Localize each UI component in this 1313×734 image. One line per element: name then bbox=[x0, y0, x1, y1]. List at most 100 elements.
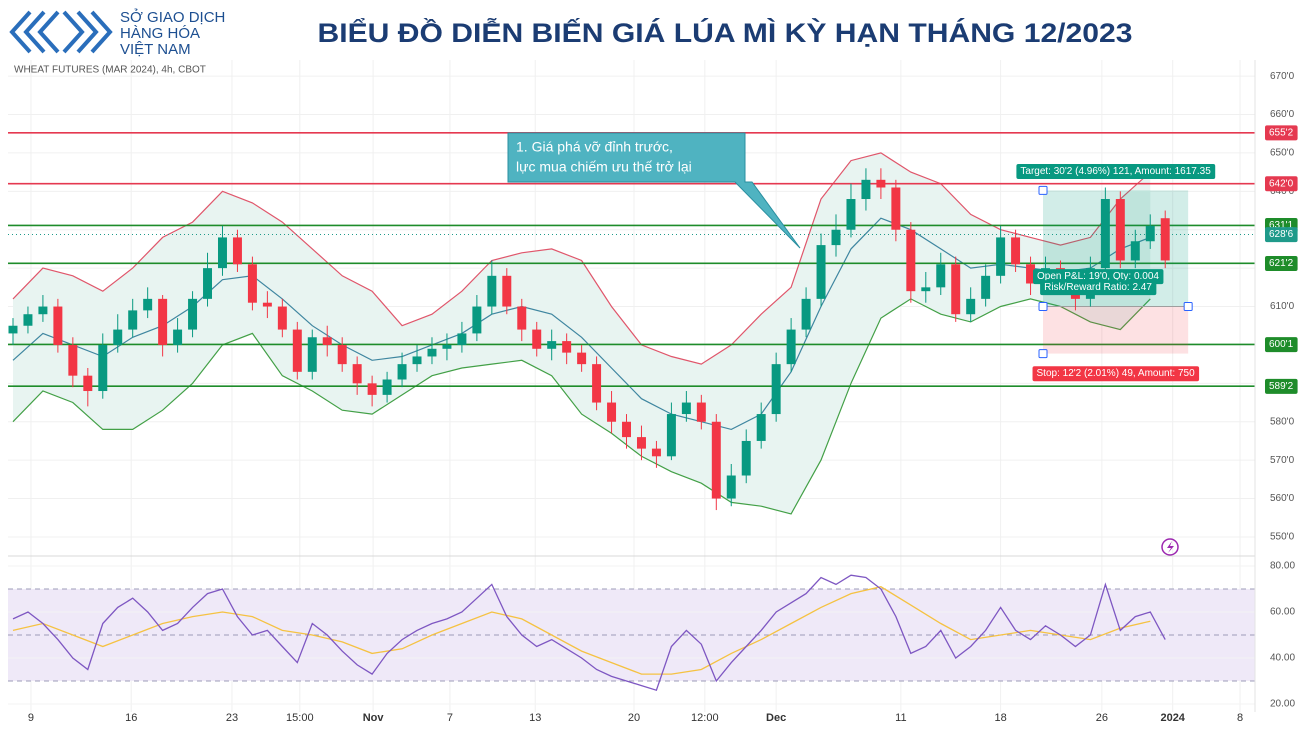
rr-label: Risk/Reward Ratio: 2.47 bbox=[1044, 282, 1152, 293]
candle-body bbox=[8, 325, 18, 334]
y-tick-label: 650'0 bbox=[1270, 148, 1295, 159]
x-tick-label: 7 bbox=[447, 712, 453, 724]
callout-text: lực mua chiếm ưu thế trở lại bbox=[516, 159, 692, 175]
x-tick-label: 2024 bbox=[1160, 712, 1185, 724]
candle-body bbox=[876, 179, 886, 188]
y-tick-label: 40.00 bbox=[1270, 653, 1295, 664]
candle-body bbox=[1130, 241, 1140, 261]
level-label: 655'2 bbox=[1269, 127, 1294, 138]
candle-body bbox=[651, 448, 661, 457]
candle-body bbox=[831, 229, 841, 246]
level-label: 600'1 bbox=[1269, 339, 1294, 350]
candle-body bbox=[113, 329, 123, 345]
candle-body bbox=[337, 344, 347, 365]
candle-body bbox=[726, 475, 736, 499]
level-label-box bbox=[1265, 125, 1298, 141]
candle-body bbox=[592, 364, 602, 403]
level-label-box bbox=[1265, 176, 1298, 192]
candle-body bbox=[367, 383, 377, 395]
y-tick-label: 80.00 bbox=[1270, 561, 1295, 572]
candle-body bbox=[666, 414, 676, 457]
candle-body bbox=[891, 187, 901, 230]
candle-body bbox=[382, 379, 392, 395]
candle-body bbox=[217, 237, 227, 269]
x-tick-label: 9 bbox=[28, 712, 34, 724]
band-upper bbox=[12, 152, 1151, 365]
logo-text: HÀNG HÓA bbox=[120, 25, 200, 42]
candle-body bbox=[741, 440, 751, 476]
level-label: 621'2 bbox=[1269, 258, 1294, 269]
candle-body bbox=[1160, 218, 1170, 261]
logo-text: SỞ GIAO DỊCH bbox=[120, 8, 225, 26]
page-title: BIỂU ĐỒ DIỄN BIẾN GIÁ LÚA MÌ KỲ HẠN THÁN… bbox=[318, 17, 1133, 48]
candle-body bbox=[472, 306, 482, 334]
candle-body bbox=[397, 364, 407, 380]
candle-body bbox=[1026, 264, 1036, 284]
stop-label: Stop: 12'2 (2.01%) 49, Amount: 750 bbox=[1037, 368, 1196, 379]
alert-icon bbox=[1161, 538, 1179, 556]
candle-body bbox=[517, 306, 527, 330]
level-label-box bbox=[1265, 227, 1298, 243]
candle-body bbox=[1145, 225, 1155, 242]
candle-body bbox=[966, 298, 976, 315]
x-tick-label: 8 bbox=[1237, 712, 1243, 724]
candle-body bbox=[262, 302, 272, 307]
candle-body bbox=[98, 344, 108, 392]
candle-body bbox=[906, 229, 916, 292]
rsi-line bbox=[12, 586, 1151, 675]
callout-text: 1. Giá phá vỡ đỉnh trước, bbox=[516, 139, 673, 155]
level-label: 642'0 bbox=[1269, 178, 1294, 189]
level-label-box bbox=[1265, 378, 1298, 394]
candle-body bbox=[292, 329, 302, 372]
y-tick-label: 610'0 bbox=[1270, 301, 1295, 312]
callout: 1. Giá phá vỡ đỉnh trước, lực mua chiếm … bbox=[507, 132, 801, 249]
chart-label: WHEAT FUTURES (MAR 2024), 4h, CBOT bbox=[14, 65, 206, 76]
candle-body bbox=[53, 306, 63, 345]
candle-body bbox=[756, 414, 766, 441]
x-tick-label: 23 bbox=[226, 712, 238, 724]
candle-body bbox=[996, 237, 1006, 276]
candle-body bbox=[607, 402, 617, 422]
logo-mark bbox=[9, 10, 113, 54]
candle-body bbox=[921, 287, 931, 292]
candle-body bbox=[861, 179, 871, 200]
x-tick-label: Nov bbox=[363, 712, 385, 724]
candle-body bbox=[188, 298, 198, 330]
level-label: 628'6 bbox=[1269, 229, 1294, 240]
x-tick-label: 16 bbox=[125, 712, 137, 724]
band-middle bbox=[12, 217, 1151, 431]
candle-body bbox=[801, 298, 811, 330]
candle-body bbox=[412, 356, 422, 365]
candle-body bbox=[352, 364, 362, 384]
candle-body bbox=[457, 333, 467, 345]
pnl-label: Open P&L: 19'0, Qty: 0.004 bbox=[1037, 271, 1159, 282]
callout-box bbox=[507, 132, 801, 249]
candle-body bbox=[577, 352, 587, 365]
candle-body bbox=[1100, 199, 1110, 269]
handle bbox=[1183, 302, 1193, 312]
y-tick-label: 60.00 bbox=[1270, 607, 1295, 618]
rsi-line bbox=[12, 574, 1166, 692]
x-tick-label: 13 bbox=[529, 712, 541, 724]
y-tick-label: 660'0 bbox=[1270, 109, 1295, 120]
candle-body bbox=[277, 306, 287, 330]
candle-body bbox=[786, 329, 796, 365]
band-fill bbox=[13, 152, 1151, 514]
candle-body bbox=[532, 329, 542, 349]
x-tick-label: 15:00 bbox=[286, 712, 314, 724]
candle-body bbox=[711, 421, 721, 499]
level-label: 631'1 bbox=[1269, 220, 1294, 231]
candle-body bbox=[158, 298, 168, 345]
candle-body bbox=[562, 341, 572, 353]
candle-body bbox=[771, 364, 781, 415]
candle-body bbox=[128, 310, 138, 330]
candle-body bbox=[322, 337, 332, 345]
plot: 9 16 23 15:00 Nov 7 13 20 12:00 Dec 11 18 26 2024 8 670… bbox=[8, 60, 1298, 724]
candle-body bbox=[38, 306, 48, 315]
candle-body bbox=[143, 298, 153, 311]
candle-body bbox=[981, 275, 991, 299]
candle-body bbox=[307, 337, 317, 372]
candle-body bbox=[442, 344, 452, 349]
candle-body bbox=[203, 268, 213, 299]
